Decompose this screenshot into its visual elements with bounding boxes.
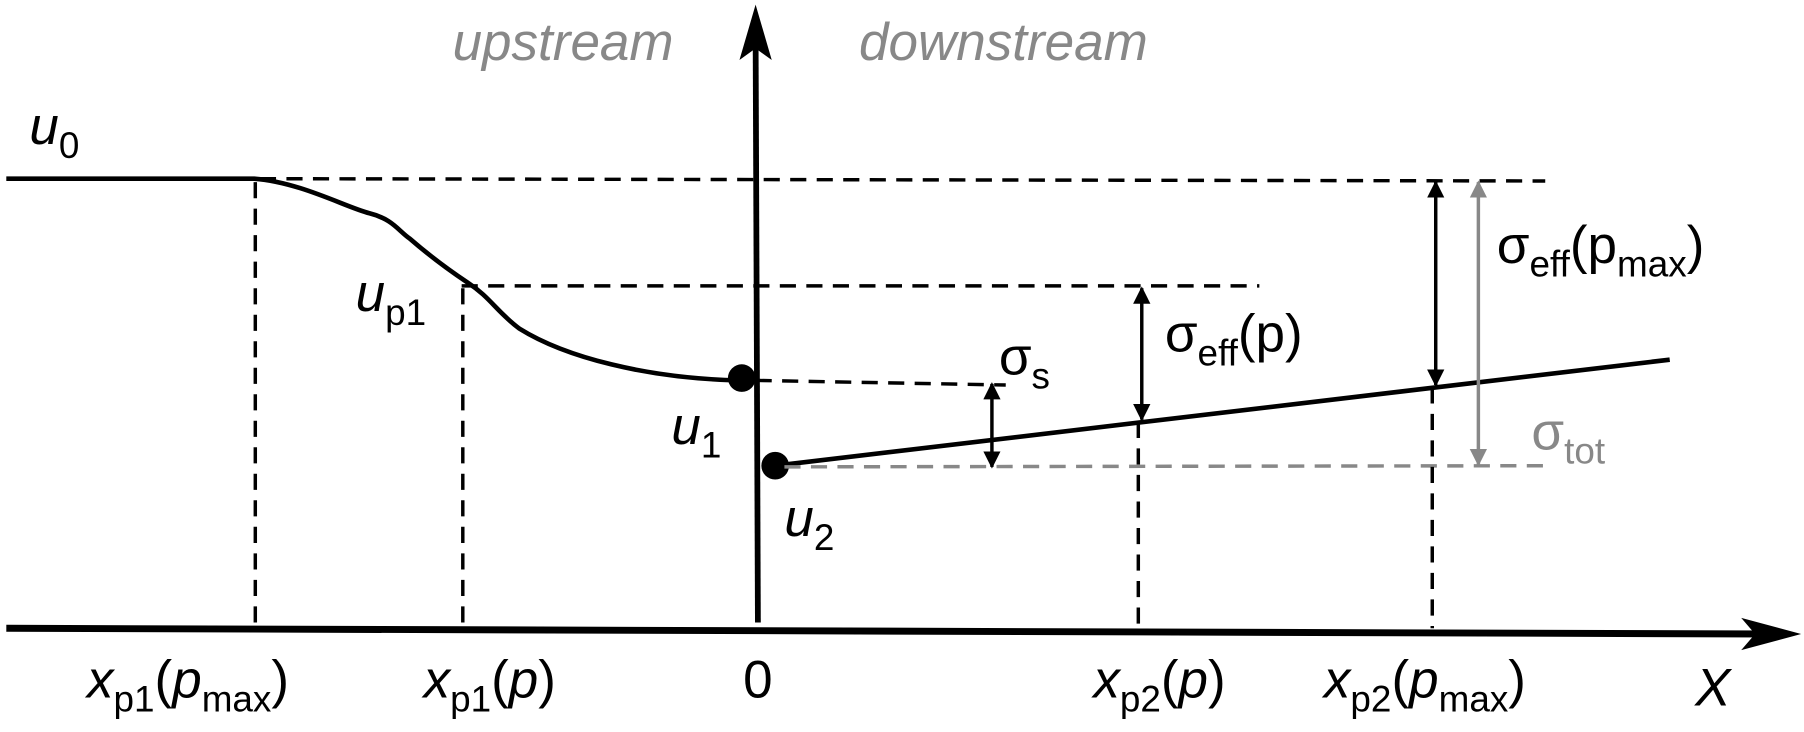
label-part: 1 xyxy=(701,425,722,466)
label-part: ( xyxy=(155,650,173,709)
label-part: max xyxy=(1617,244,1687,285)
label-part: (p) xyxy=(1238,305,1303,364)
label-part: p1 xyxy=(114,678,155,719)
label-part: σ xyxy=(1531,403,1564,462)
label-part: p2 xyxy=(1120,678,1161,719)
label-part: ) xyxy=(1687,216,1705,275)
label-part: x xyxy=(1090,650,1122,709)
label-part: s xyxy=(1032,355,1050,396)
label-sigma-eff-p: σeff(p) xyxy=(1165,305,1303,374)
label-xp2-p: xp2(p) xyxy=(1090,650,1225,719)
label-part: u xyxy=(29,97,59,156)
label-sigma-eff-pmax: σeff(pmax) xyxy=(1497,216,1705,285)
label-xp1-p: xp1(p) xyxy=(421,650,556,719)
label-part: σ xyxy=(1165,305,1198,364)
label-part: X xyxy=(1693,658,1733,717)
labels: upstream downstreamu0up1σsσeff(p)σeff(pma… xyxy=(29,13,1733,719)
label-sigma-tot: σtot xyxy=(1531,403,1605,472)
label-part: σ xyxy=(999,328,1032,387)
label-part: ) xyxy=(271,650,289,709)
label-part: p xyxy=(507,650,539,709)
label-part: p1 xyxy=(450,678,491,719)
label-part: p xyxy=(1177,650,1209,709)
label-part: u xyxy=(671,397,701,456)
label-part: x xyxy=(421,650,453,709)
label-part: u xyxy=(784,489,814,548)
label-part: ( xyxy=(1391,650,1409,709)
label-part: max xyxy=(1439,678,1509,719)
label-upstream: upstream xyxy=(453,13,674,72)
label-part: (p xyxy=(1570,216,1617,275)
label-part: ( xyxy=(1161,650,1179,709)
label-part: ) xyxy=(1208,650,1226,709)
label-part: 2 xyxy=(814,517,835,558)
shapes xyxy=(6,4,1802,651)
label-part: ) xyxy=(1508,650,1526,709)
label-u2: u2 xyxy=(784,489,834,558)
label-part: x xyxy=(84,650,116,709)
label-xp2-pmax: xp2(pmax) xyxy=(1321,650,1526,719)
label-axis-x: X xyxy=(1693,658,1733,717)
label-sigma-s: σs xyxy=(999,328,1050,397)
label-part: 0 xyxy=(59,125,80,166)
label-part: ) xyxy=(538,650,556,709)
label-part: max xyxy=(202,678,272,719)
label-zero: 0 xyxy=(743,650,773,709)
label-part: p xyxy=(1407,650,1439,709)
label-part: p xyxy=(170,650,202,709)
label-part: upstream xyxy=(453,13,674,72)
label-part: p2 xyxy=(1350,678,1391,719)
label-part: eff xyxy=(1198,332,1239,373)
label-u0: u0 xyxy=(29,97,79,166)
label-downstream: downstream xyxy=(859,13,1148,72)
label-up1: up1 xyxy=(356,264,427,333)
label-u1: u1 xyxy=(671,397,721,466)
label-part: 0 xyxy=(743,650,773,709)
label-part: eff xyxy=(1530,244,1571,285)
label-part: tot xyxy=(1564,430,1605,471)
label-part: u xyxy=(356,264,386,323)
label-part: σ xyxy=(1497,216,1530,275)
label-part: downstream xyxy=(859,13,1148,72)
label-part: p1 xyxy=(385,292,426,333)
label-xp1-pmax: xp1(pmax) xyxy=(84,650,289,719)
label-part: x xyxy=(1321,650,1353,709)
label-part: ( xyxy=(491,650,509,709)
